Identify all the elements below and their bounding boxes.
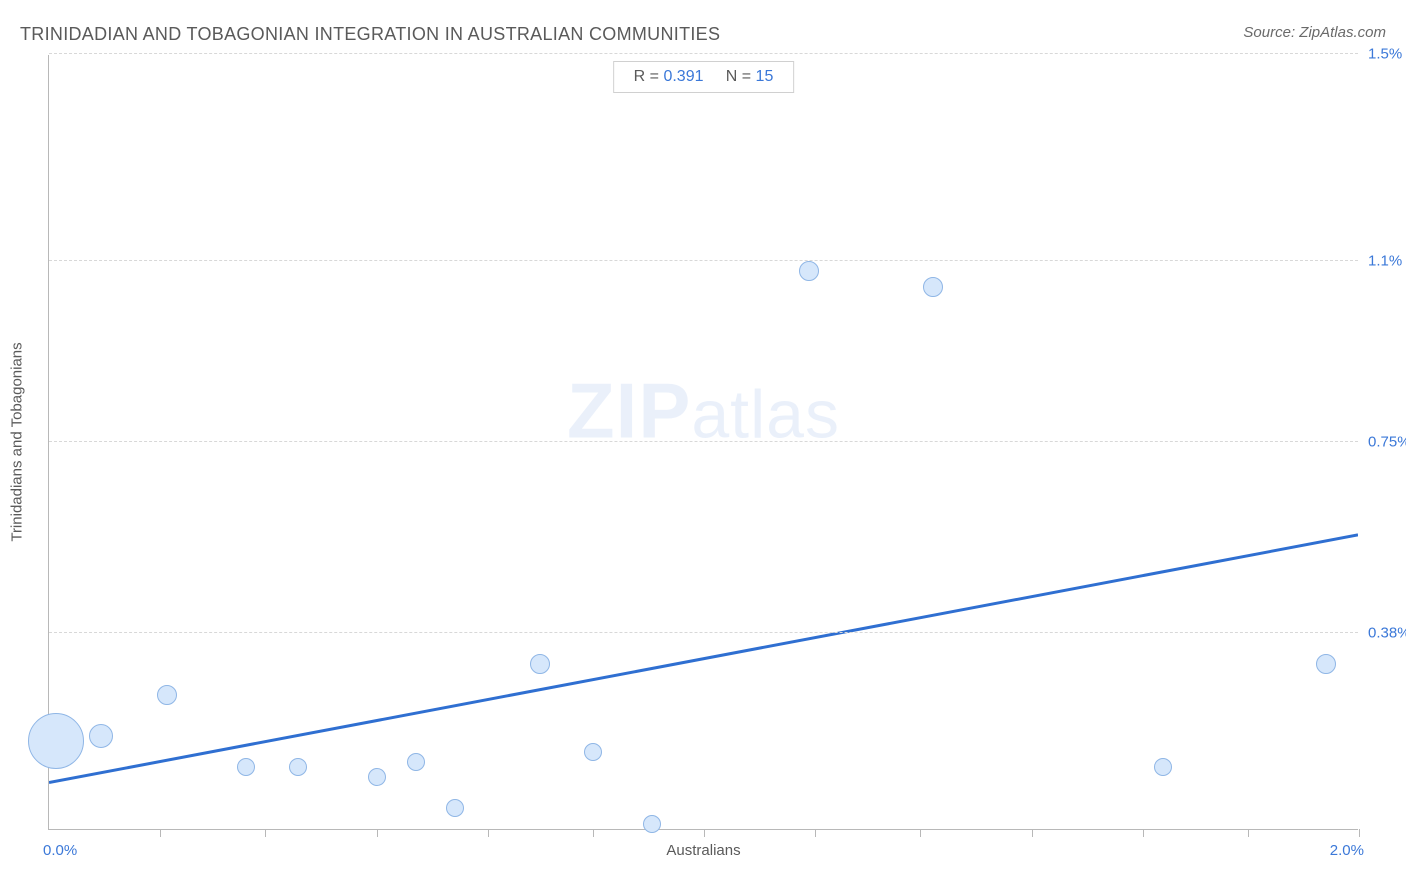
gridline xyxy=(49,260,1358,261)
data-point xyxy=(446,799,464,817)
r-value: 0.391 xyxy=(663,68,703,85)
data-point xyxy=(1154,758,1172,776)
x-tick xyxy=(377,829,378,837)
data-point xyxy=(28,713,84,769)
x-tick xyxy=(593,829,594,837)
data-point xyxy=(923,277,943,297)
data-point xyxy=(407,753,425,771)
data-point xyxy=(237,758,255,776)
data-point xyxy=(1316,654,1336,674)
x-tick xyxy=(815,829,816,837)
y-tick-label: 1.1% xyxy=(1368,252,1406,269)
source-prefix: Source: xyxy=(1243,24,1299,41)
r-label: R = xyxy=(634,68,664,85)
x-tick xyxy=(265,829,266,837)
n-label: N = xyxy=(726,68,756,85)
y-axis-label: Trinidadians and Tobagonians xyxy=(9,342,26,541)
x-tick xyxy=(1032,829,1033,837)
data-point xyxy=(584,743,602,761)
x-max-label: 2.0% xyxy=(1330,842,1364,859)
source-name: ZipAtlas.com xyxy=(1299,24,1386,41)
scatter-chart: ZIPatlas R = 0.391 N = 15 Trinidadians a… xyxy=(48,55,1358,830)
source-attribution: Source: ZipAtlas.com xyxy=(1243,24,1386,41)
data-point xyxy=(157,685,177,705)
x-tick xyxy=(160,829,161,837)
data-point xyxy=(289,758,307,776)
x-axis-label: Australians xyxy=(666,842,740,859)
data-point xyxy=(530,654,550,674)
x-tick xyxy=(1359,829,1360,837)
gridline xyxy=(49,632,1358,633)
y-tick-label: 1.5% xyxy=(1368,46,1406,63)
stats-box: R = 0.391 N = 15 xyxy=(613,61,795,93)
data-point xyxy=(643,815,661,833)
n-value: 15 xyxy=(756,68,774,85)
y-tick-label: 0.38% xyxy=(1368,624,1406,641)
data-point xyxy=(89,724,113,748)
x-tick xyxy=(1143,829,1144,837)
data-point xyxy=(368,768,386,786)
data-point xyxy=(799,261,819,281)
watermark: ZIPatlas xyxy=(567,366,840,457)
y-tick-label: 0.75% xyxy=(1368,433,1406,450)
x-tick xyxy=(488,829,489,837)
x-tick xyxy=(920,829,921,837)
gridline xyxy=(49,441,1358,442)
gridline xyxy=(49,53,1358,54)
x-tick xyxy=(704,829,705,837)
x-tick xyxy=(1248,829,1249,837)
x-origin-label: 0.0% xyxy=(43,842,77,859)
chart-title: TRINIDADIAN AND TOBAGONIAN INTEGRATION I… xyxy=(20,24,720,45)
